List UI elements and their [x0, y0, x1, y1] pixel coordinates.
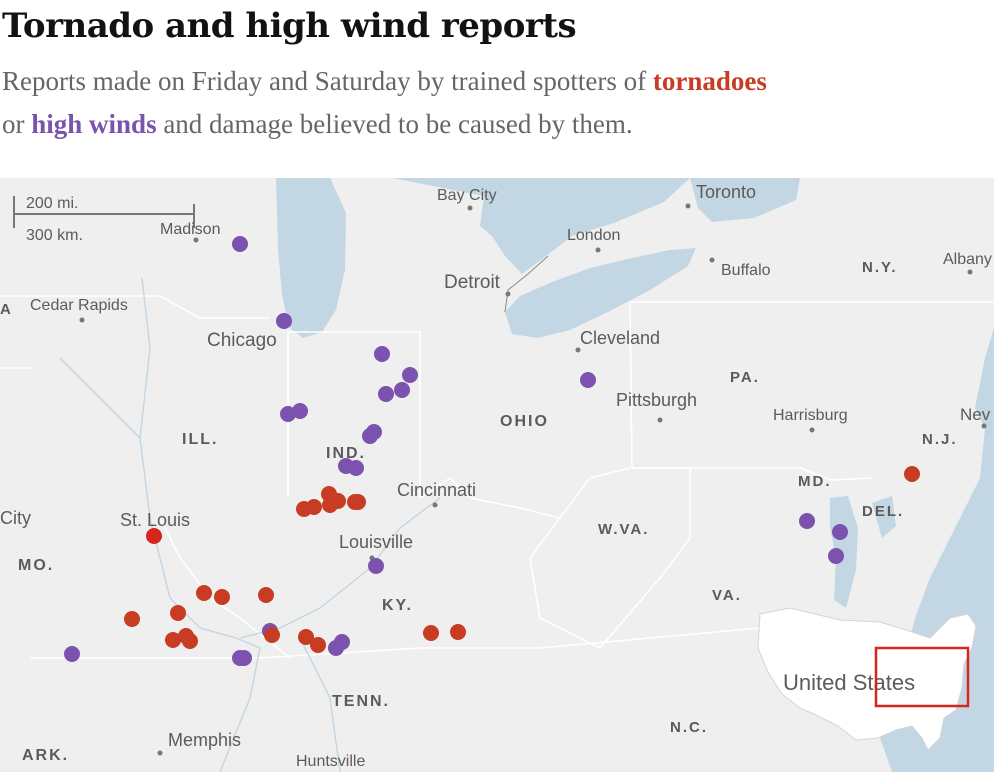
city-memphis: Memphis: [168, 730, 241, 750]
state-labels: N.Y. PA. OHIO ILL. IND. N.J. MD. DEL. W.…: [0, 259, 958, 764]
tornado-report-marker[interactable]: [258, 587, 274, 603]
state-pa: PA.: [730, 369, 760, 386]
tornado-report-marker[interactable]: [146, 528, 162, 544]
high-wind-report-marker[interactable]: [828, 548, 844, 564]
state-tenn: TENN.: [332, 693, 390, 710]
state-ky: KY.: [382, 597, 413, 614]
state-ind: IND.: [326, 445, 366, 462]
tornado-report-marker[interactable]: [124, 611, 140, 627]
high-wind-report-marker[interactable]: [378, 386, 394, 402]
tornado-report-marker[interactable]: [450, 624, 466, 640]
city-harrisburg: Harrisburg: [773, 407, 848, 424]
state-ny: N.Y.: [862, 259, 898, 276]
high-wind-report-marker[interactable]: [64, 646, 80, 662]
tornado-report-marker[interactable]: [322, 497, 338, 513]
city-cincinnati: Cincinnati: [397, 480, 476, 500]
tornado-report-marker[interactable]: [264, 627, 280, 643]
high-wind-report-marker[interactable]: [368, 558, 384, 574]
us-inset-shape: [757, 607, 977, 751]
delaware-bay: [872, 496, 896, 538]
us-inset-label: United States: [783, 670, 915, 695]
high-wind-report-marker[interactable]: [334, 634, 350, 650]
city-cedar-rapids: Cedar Rapids: [30, 297, 128, 314]
tornado-report-marker[interactable]: [182, 633, 198, 649]
city-st-louis: St. Louis: [120, 510, 190, 530]
city-bay-city: Bay City: [437, 187, 497, 204]
scale-km: 300 km.: [26, 227, 83, 244]
region-highlight-box: [874, 646, 970, 708]
tornado-report-marker[interactable]: [214, 589, 230, 605]
lake-erie: [505, 248, 696, 338]
tornado-report-marker[interactable]: [165, 632, 181, 648]
city-pittsburgh: Pittsburgh: [616, 390, 697, 410]
city-new-york: Nev: [960, 405, 991, 424]
high-wind-report-marker[interactable]: [580, 372, 596, 388]
tornado-report-marker[interactable]: [423, 625, 439, 641]
high-wind-report-marker[interactable]: [276, 313, 292, 329]
high-wind-report-marker[interactable]: [799, 513, 815, 529]
subtitle-start: Reports made on Friday and Saturday by t…: [2, 66, 653, 96]
city-toronto: Toronto: [696, 182, 756, 202]
city-cleveland: Cleveland: [580, 328, 660, 348]
city-buffalo: Buffalo: [721, 262, 771, 279]
page-title: Tornado and high wind reports: [2, 6, 577, 46]
state-mo: MO.: [18, 557, 54, 574]
subtitle-end: and damage believed to be caused by them…: [156, 109, 633, 139]
state-nj: N.J.: [922, 431, 958, 448]
state-ill: ILL.: [182, 431, 218, 448]
tornado-report-marker[interactable]: [904, 466, 920, 482]
us-inset[interactable]: United States: [757, 607, 977, 751]
state-nc: N.C.: [670, 719, 708, 736]
state-ark: ARK.: [22, 747, 69, 764]
state-wva: W.VA.: [598, 521, 649, 538]
lake-ontario: [690, 178, 800, 222]
scale-bar: 200 mi. 300 km.: [13, 195, 195, 244]
border: [504, 255, 549, 313]
tornadoes-label: tornadoes: [652, 66, 767, 96]
city-london: London: [567, 227, 620, 244]
high-wind-report-marker[interactable]: [402, 367, 418, 383]
state-md: MD.: [798, 473, 832, 490]
chesapeake-bay: [830, 496, 858, 608]
tornado-report-marker[interactable]: [196, 585, 212, 601]
tornado-report-marker[interactable]: [298, 629, 314, 645]
state-va: VA.: [712, 587, 742, 604]
state-ohio: OHIO: [500, 413, 549, 430]
city-albany: Albany: [943, 251, 992, 268]
high-wind-report-marker[interactable]: [374, 346, 390, 362]
city-huntsville: Huntsville: [296, 753, 365, 770]
high-wind-report-marker[interactable]: [280, 406, 296, 422]
state-iowa-partial: A: [0, 301, 13, 318]
report-markers: [64, 236, 920, 666]
city-detroit: Detroit: [444, 272, 501, 293]
high-wind-report-marker[interactable]: [236, 650, 252, 666]
high-wind-report-marker[interactable]: [348, 460, 364, 476]
state-del: DEL.: [862, 503, 904, 520]
city-chicago: Chicago: [207, 330, 277, 351]
high-wind-report-marker[interactable]: [232, 236, 248, 252]
subtitle: Reports made on Friday and Saturday by t…: [2, 60, 992, 146]
tornado-report-marker[interactable]: [170, 605, 186, 621]
state-borders: [0, 295, 994, 659]
map-svg: 200 mi. 300 km. Bay City Toronto Madison…: [0, 178, 994, 772]
high-wind-report-marker[interactable]: [394, 382, 410, 398]
high-wind-report-marker[interactable]: [292, 403, 308, 419]
header: Tornado and high wind reports Reports ma…: [0, 0, 994, 178]
city-labels: Bay City Toronto Madison London Detroit …: [0, 182, 992, 770]
high-wind-report-marker[interactable]: [832, 524, 848, 540]
map[interactable]: 200 mi. 300 km. Bay City Toronto Madison…: [0, 178, 994, 772]
city-kansas-city: City: [0, 508, 31, 528]
lake-huron: [392, 178, 690, 274]
high-wind-report-marker[interactable]: [362, 428, 378, 444]
subtitle-mid: or: [2, 109, 32, 139]
tornado-report-marker[interactable]: [310, 637, 326, 653]
lake-michigan: [276, 178, 346, 338]
city-madison: Madison: [160, 221, 220, 238]
tornado-report-marker[interactable]: [350, 494, 366, 510]
city-louisville: Louisville: [339, 532, 413, 552]
scale-miles: 200 mi.: [26, 195, 78, 212]
high-winds-label: high winds: [31, 109, 157, 139]
tornado-report-marker[interactable]: [306, 499, 322, 515]
